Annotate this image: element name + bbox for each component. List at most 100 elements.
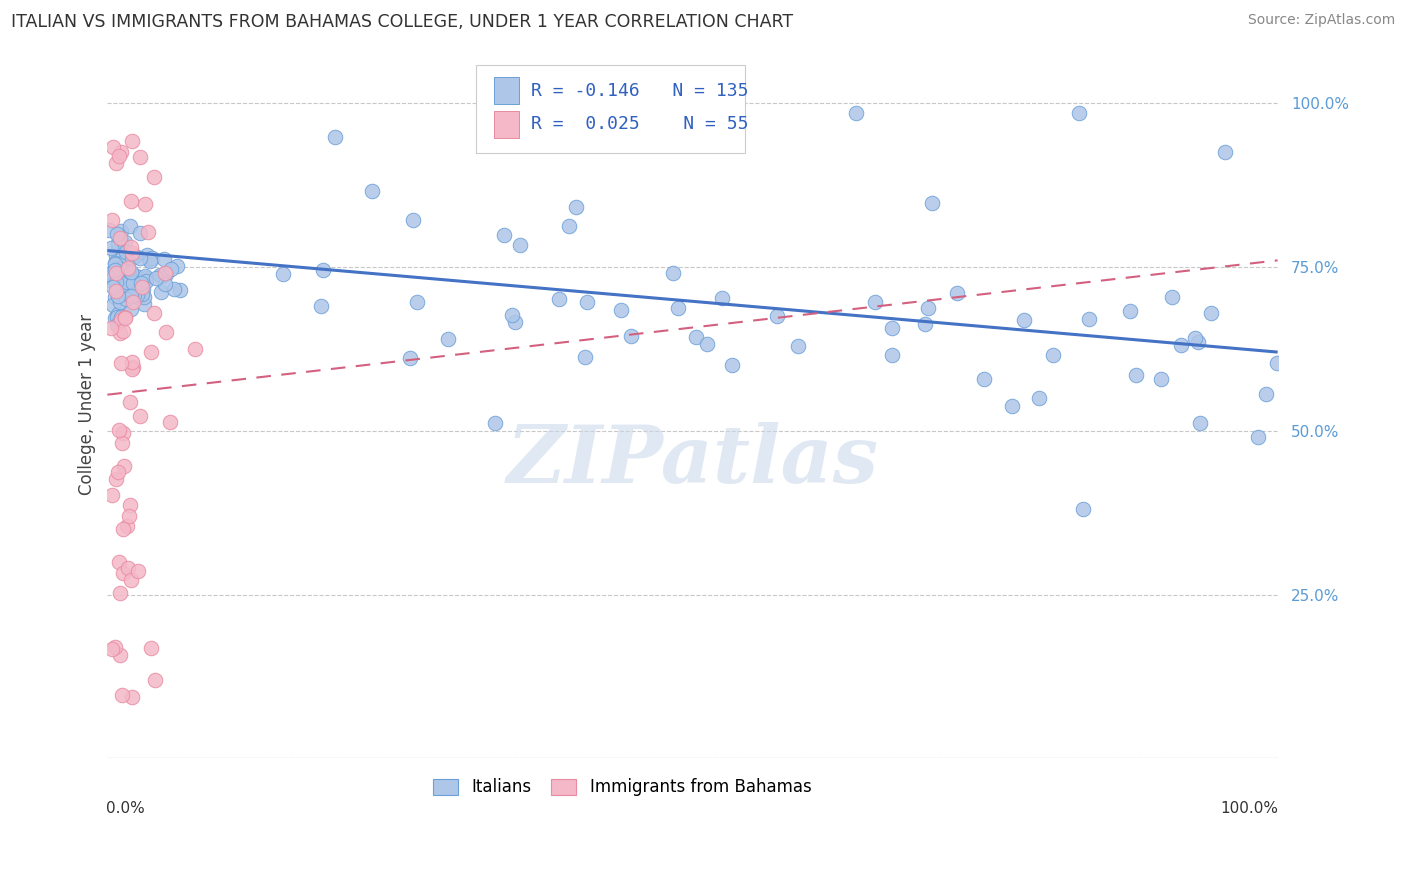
Point	[1071, 502, 1094, 516]
Point	[973, 372, 995, 386]
Point	[108, 230, 131, 244]
Point	[98, 273, 121, 287]
Point	[405, 294, 427, 309]
Point	[111, 522, 134, 536]
Point	[436, 332, 458, 346]
Point	[149, 285, 172, 300]
Point	[111, 263, 134, 277]
Point	[129, 409, 152, 423]
Text: ITALIAN VS IMMIGRANTS FROM BAHAMAS COLLEGE, UNDER 1 YEAR CORRELATION CHART: ITALIAN VS IMMIGRANTS FROM BAHAMAS COLLE…	[11, 13, 793, 31]
Point	[122, 288, 145, 302]
FancyBboxPatch shape	[477, 65, 745, 153]
Point	[138, 254, 160, 268]
Point	[129, 150, 152, 164]
Point	[127, 565, 149, 579]
Point	[311, 299, 333, 313]
Point	[509, 238, 531, 252]
Point	[124, 249, 146, 263]
Point	[111, 325, 134, 339]
Point	[131, 279, 153, 293]
Point	[564, 200, 586, 214]
Point	[547, 293, 569, 307]
Point	[138, 252, 160, 267]
Point	[118, 275, 141, 289]
Point	[104, 256, 127, 270]
Point	[120, 240, 142, 254]
Point	[666, 301, 689, 316]
Point	[1001, 399, 1024, 413]
Point	[100, 240, 122, 254]
Point	[169, 283, 191, 297]
Point	[121, 355, 143, 369]
Point	[118, 498, 141, 512]
Point	[110, 356, 132, 370]
Point	[619, 329, 641, 343]
Point	[104, 276, 127, 290]
Point	[105, 227, 128, 241]
Point	[108, 423, 131, 437]
Point	[685, 329, 707, 343]
Point	[323, 129, 346, 144]
Text: R =  0.025    N = 55: R = 0.025 N = 55	[531, 115, 748, 133]
Point	[120, 265, 142, 279]
Point	[1199, 306, 1222, 320]
Point	[114, 254, 136, 268]
Point	[120, 272, 142, 286]
Point	[128, 285, 150, 300]
Point	[100, 321, 122, 335]
Point	[114, 311, 136, 326]
Point	[166, 259, 188, 273]
Point	[112, 275, 135, 289]
Point	[121, 276, 143, 290]
Point	[120, 194, 142, 209]
Point	[111, 236, 134, 251]
Point	[1247, 430, 1270, 444]
Point	[1254, 387, 1277, 401]
Point	[132, 282, 155, 296]
Point	[108, 585, 131, 599]
Point	[105, 266, 128, 280]
Point	[484, 416, 506, 430]
Point	[114, 310, 136, 325]
Point	[141, 251, 163, 265]
Point	[111, 436, 134, 450]
Point	[121, 246, 143, 260]
Point	[136, 225, 159, 239]
Point	[1265, 356, 1288, 370]
Point	[610, 303, 633, 318]
Point	[1170, 338, 1192, 352]
Point	[153, 277, 176, 291]
Point	[142, 169, 165, 184]
Point	[160, 261, 183, 276]
Point	[108, 555, 131, 569]
Point	[101, 213, 124, 227]
Point	[1161, 290, 1184, 304]
Point	[399, 351, 422, 365]
Point	[720, 359, 742, 373]
Point	[108, 262, 131, 277]
Point	[271, 267, 294, 281]
Point	[105, 310, 128, 324]
Point	[111, 251, 134, 265]
Point	[117, 269, 139, 284]
Point	[101, 139, 124, 153]
Point	[111, 688, 134, 702]
Point	[159, 415, 181, 429]
Point	[104, 289, 127, 303]
Point	[575, 295, 598, 310]
Point	[97, 223, 120, 237]
Point	[131, 287, 153, 301]
Point	[1119, 303, 1142, 318]
Point	[135, 274, 157, 288]
Point	[1125, 368, 1147, 382]
Point	[127, 288, 149, 302]
Point	[149, 268, 172, 282]
Point	[882, 348, 904, 362]
Point	[108, 326, 131, 340]
Point	[107, 288, 129, 302]
Point	[134, 268, 156, 283]
Point	[101, 298, 124, 312]
Point	[120, 573, 142, 587]
Text: R = -0.146   N = 135: R = -0.146 N = 135	[531, 82, 748, 100]
Point	[946, 285, 969, 300]
